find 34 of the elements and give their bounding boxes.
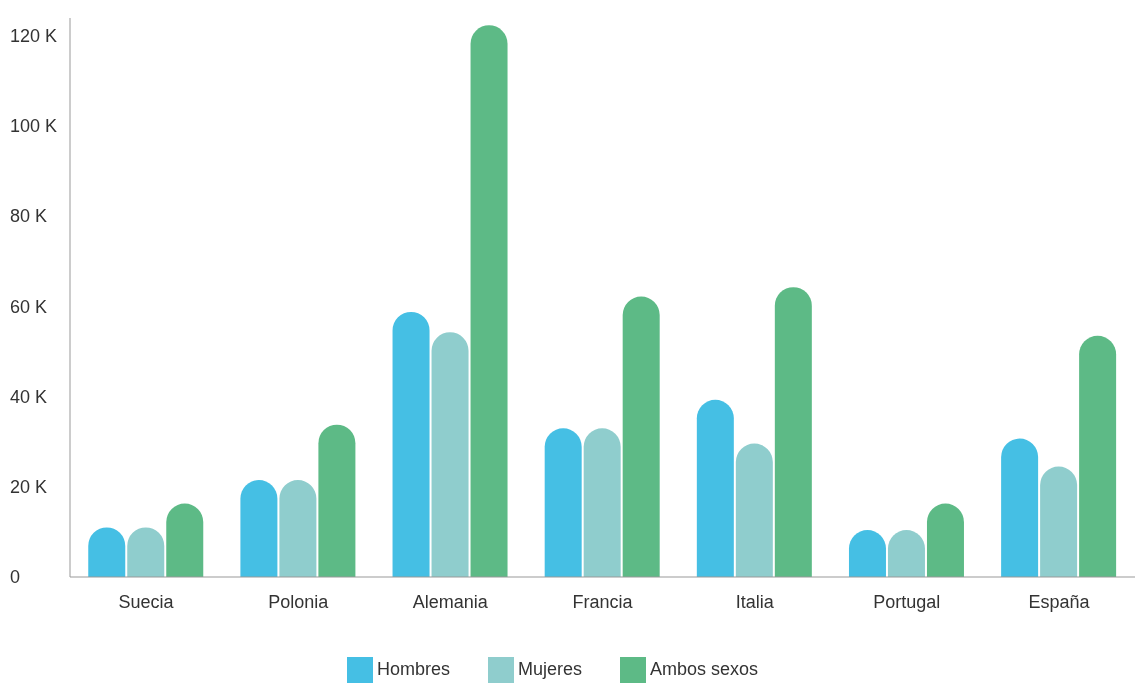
x-tick-label: Suecia [118, 591, 175, 612]
x-tick-label: Alemania [412, 591, 489, 612]
x-tick-label: España [1028, 591, 1091, 612]
bar [774, 287, 812, 577]
x-tick-label: Portugal [873, 591, 941, 612]
y-tick-label: 0 [10, 567, 21, 587]
y-tick-label: 80 K [10, 206, 48, 227]
bar [279, 480, 317, 577]
bar [1079, 335, 1117, 577]
legend-label: Mujeres [517, 658, 582, 679]
bar [696, 399, 734, 577]
bar [392, 311, 430, 577]
bar [240, 480, 278, 577]
bar [318, 424, 356, 577]
y-tick-label: 60 K [10, 296, 48, 317]
legend-label: Hombres [376, 658, 450, 679]
bar [926, 503, 964, 577]
y-tick-label: 20 K [10, 476, 48, 497]
bar [583, 428, 621, 577]
y-tick-label: 40 K [10, 386, 48, 407]
y-tick-label: 100 K [10, 116, 58, 137]
bar [622, 296, 660, 577]
bar [470, 25, 508, 577]
bar [544, 428, 582, 577]
x-tick-label: Italia [735, 591, 775, 612]
bar [1040, 466, 1078, 577]
bar [1001, 438, 1039, 577]
x-tick-label: Polonia [268, 591, 330, 612]
bar [166, 503, 204, 577]
y-tick-label: 120 K [10, 26, 58, 47]
x-tick-label: Francia [572, 591, 634, 612]
legend-label: Ambos sexos [650, 658, 759, 679]
bar [431, 332, 469, 577]
bar [735, 443, 773, 577]
